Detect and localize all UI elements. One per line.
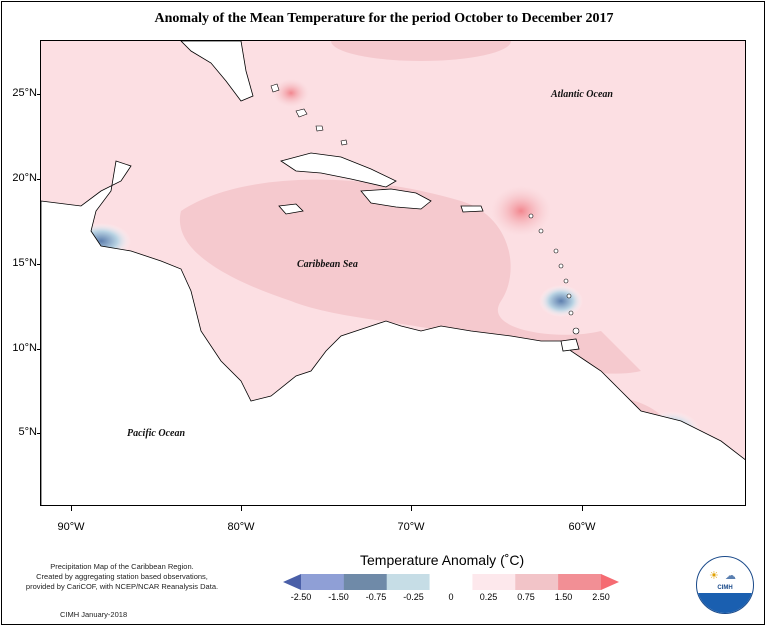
warm-zone-north: [331, 41, 511, 61]
cool-spot-windward: [539, 285, 583, 317]
credit-line-2: Created by aggregating station based obs…: [36, 572, 208, 581]
map-title: Anomaly of the Mean Temperature for the …: [154, 11, 614, 26]
legend-swatch: [601, 574, 619, 590]
lon-label-60w: 60°W: [568, 521, 596, 533]
legend-tick-label: -2.50: [290, 592, 312, 602]
legend-swatch: [283, 574, 301, 590]
lon-tick: [241, 506, 242, 511]
logo-text: CIMH: [717, 585, 733, 591]
land-mainland: [41, 160, 745, 505]
land-florida: [180, 41, 254, 102]
lon-label-80w: 80°W: [227, 521, 255, 533]
legend-swatch: [472, 574, 516, 590]
legend-swatch: [386, 574, 431, 590]
land-cuba: [280, 152, 397, 188]
cimh-logo: ☀ ☁ CIMH: [696, 556, 754, 614]
lat-label-25n: 25°N: [12, 87, 37, 99]
land-bahamas: [270, 83, 348, 146]
lat-label-5n: 5°N: [18, 426, 37, 438]
lon-tick: [71, 506, 72, 511]
lat-tick: [37, 264, 41, 265]
label-caribbean-sea: Caribbean Sea: [297, 259, 358, 270]
wave-icon: [697, 593, 753, 613]
credit-line-3: provided by CariCOF, with NCEP/NCAR Rean…: [25, 582, 219, 591]
sun-icon: ☀: [709, 570, 719, 582]
land-lesser-antilles: [528, 213, 580, 335]
land-trinidad: [560, 338, 580, 352]
label-pacific-ocean: Pacific Ocean: [127, 428, 186, 439]
hot-spot-leeward: [491, 186, 551, 236]
anomaly-map: Atlantic Ocean Caribbean Sea Pacific Oce…: [40, 40, 746, 506]
hot-spot-bahamas: [273, 79, 309, 107]
lat-label-20n: 20°N: [12, 172, 37, 184]
label-atlantic-ocean: Atlantic Ocean: [551, 89, 613, 100]
lat-tick: [37, 433, 41, 434]
legend-tick-label: 0.25: [479, 592, 498, 602]
legend-tick-label: -0.25: [403, 592, 424, 602]
lon-tick: [582, 506, 583, 511]
legend-tick-label: 2.50: [592, 592, 610, 602]
credit-line-1: Precipitation Map of the Caribbean Regio…: [50, 562, 194, 571]
map-svg: [41, 41, 745, 505]
lat-tick: [37, 349, 41, 350]
legend-tick-label: -1.50: [328, 592, 349, 602]
land-hispaniola: [360, 188, 432, 210]
land-puerto-rico: [460, 205, 484, 213]
legend-tick-label: 1.50: [554, 592, 573, 602]
legend-swatch: [515, 574, 559, 590]
legend-swatch: [301, 574, 345, 590]
legend-swatch: [558, 574, 602, 590]
legend-swatch: [343, 574, 388, 590]
legend-tick-label: -0.75: [365, 592, 387, 602]
legend-tick-label: 0.75: [517, 592, 535, 602]
lat-label-10n: 10°N: [12, 342, 37, 354]
lat-tick: [37, 179, 41, 180]
legend-colorbar: [283, 574, 619, 590]
credit-date: CIMH January-2018: [60, 610, 128, 619]
lat-tick: [37, 94, 41, 95]
legend-swatch: [429, 574, 473, 590]
lon-tick: [411, 506, 412, 511]
warm-zone: [179, 179, 641, 374]
lon-label-90w: 90°W: [57, 521, 85, 533]
legend-title: Temperature Anomaly (˚C): [360, 552, 525, 568]
cloud-icon: ☁: [725, 570, 736, 582]
lon-label-70w: 70°W: [397, 521, 425, 533]
legend-tick-label: 0: [448, 592, 454, 602]
lat-label-15n: 15°N: [12, 257, 37, 269]
land-jamaica: [278, 203, 304, 215]
